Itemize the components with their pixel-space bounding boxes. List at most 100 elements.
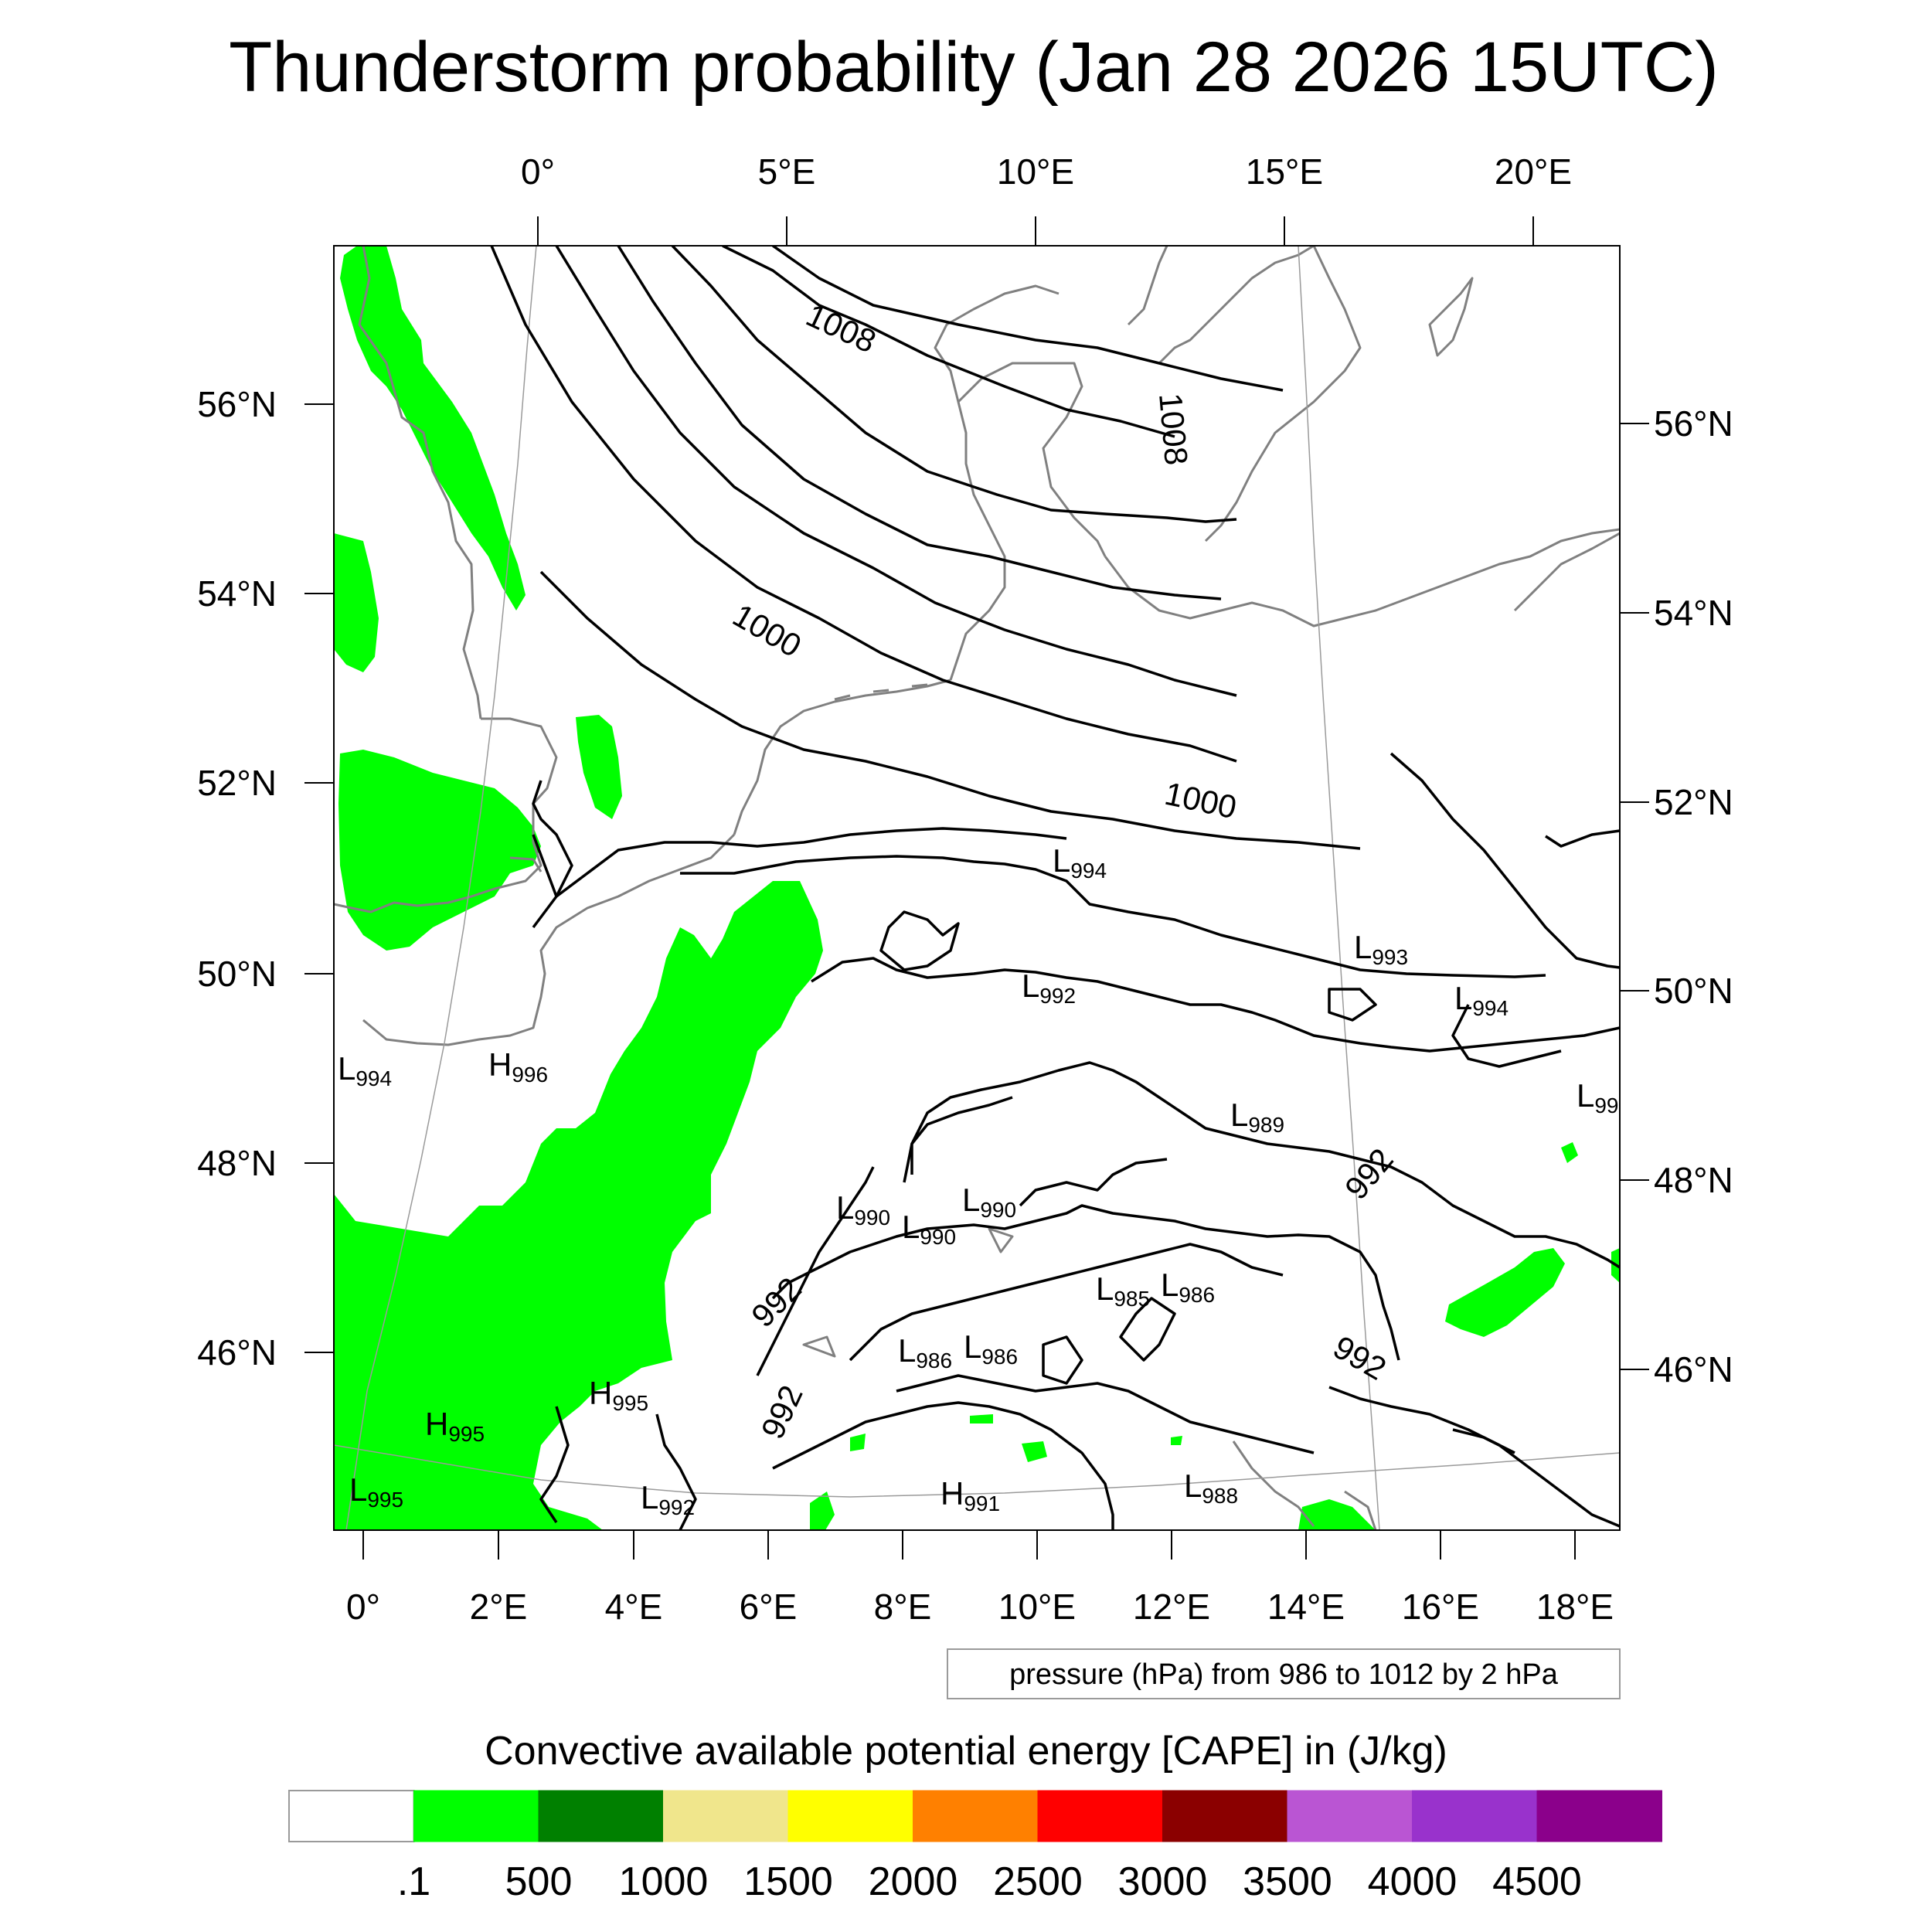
grid-meridian-0: [345, 246, 537, 1530]
cape-region-alps-d: [1171, 1436, 1182, 1445]
isobar-1008b: [671, 246, 1237, 523]
isobar-986b: [1119, 1297, 1176, 1362]
cape-region-ligurian: [810, 1492, 835, 1530]
isobar-adriatic: [1452, 1428, 1515, 1454]
isobar-998: [532, 827, 1067, 898]
isobar-996: [680, 855, 1546, 978]
pressure-center: H995: [425, 1406, 485, 1446]
colorbar-box: [1287, 1790, 1413, 1842]
map-frame: [333, 245, 1621, 1531]
bottom-lon-label: 18°E: [1536, 1587, 1614, 1627]
bottom-lon-label: 0°: [346, 1587, 380, 1627]
top-lon-label: 10°E: [997, 151, 1074, 192]
grid-meridian-15e: [1298, 246, 1380, 1530]
pressure-center: H996: [488, 1046, 548, 1087]
bottom-lon-label: 4°E: [605, 1587, 663, 1627]
coast-adriatic-east: [1344, 1490, 1377, 1530]
bottom-lon-label: 14°E: [1267, 1587, 1345, 1627]
colorbar-label: 500: [505, 1859, 573, 1904]
bottom-lon-label: 10°E: [998, 1587, 1076, 1627]
isobars: [490, 246, 1620, 1530]
cape-region-scotland: [340, 246, 526, 611]
colorbar-label: 3000: [1118, 1859, 1208, 1904]
right-lat-label: 50°N: [1654, 971, 1733, 1011]
coast-germany-north: [949, 362, 1107, 681]
isobar-988a: [849, 1243, 1284, 1362]
left-lat-label: 54°N: [197, 573, 277, 614]
left-lat-label: 52°N: [197, 763, 277, 803]
colorbar-labels: .1 500 1000 1500 2000 2500 3000 3500 4000 4500: [397, 1859, 1582, 1904]
colorbar-boxes: [288, 1790, 1662, 1842]
colorbar-box: [413, 1790, 539, 1842]
isobar-1006: [617, 246, 1222, 600]
isobar-990b: [1019, 1158, 1168, 1207]
cape-shading: [334, 246, 1620, 1530]
left-lat-label: 50°N: [197, 954, 277, 994]
isobar-994c: [1545, 829, 1620, 848]
colorbar-label: 2500: [993, 1859, 1083, 1904]
cape-region-england-south: [338, 750, 541, 951]
pressure-centers: L994 L993 L992 L994 L994 H996 L99 L989 L…: [338, 842, 1619, 1519]
cape-region-istria: [1298, 1499, 1376, 1530]
coast-lake-b: [802, 1335, 836, 1358]
pressure-center: L99: [1577, 1077, 1619, 1117]
pressure-center: L990: [836, 1189, 890, 1230]
left-lat-label: 48°N: [197, 1143, 277, 1183]
contour-info-box: pressure (hPa) from 986 to 1012 by 2 hPa: [947, 1648, 1621, 1699]
cape-region-alps-b: [970, 1414, 993, 1423]
colorbar-label: 1000: [619, 1859, 709, 1904]
top-lon-labels: 0° 5°E 10°E 15°E 20°E: [521, 151, 1572, 192]
right-lat-label: 46°N: [1654, 1349, 1733, 1389]
isobar-england: [532, 780, 573, 929]
coast-frisian: [834, 683, 928, 701]
isobar-1008a: [722, 246, 1175, 438]
contour-info-text: pressure (hPa) from 986 to 1012 by 2 hPa: [1009, 1658, 1559, 1691]
cape-region-france: [334, 881, 823, 1530]
left-lat-labels: 56°N 54°N 52°N 50°N 48°N 46°N: [197, 384, 277, 1372]
colorbar-label: 3500: [1243, 1859, 1332, 1904]
isobar-1010: [771, 246, 1284, 392]
isobar-990a: [910, 1096, 1013, 1175]
coast-france-north: [362, 833, 736, 1046]
coastlines: [334, 246, 1620, 1530]
colorbar-box: [288, 1790, 415, 1842]
right-lat-label: 56°N: [1654, 403, 1733, 444]
coast-lake-a: [988, 1227, 1014, 1253]
cape-region-norfolk: [576, 715, 622, 819]
pressure-center: L993: [1354, 929, 1408, 969]
coast-jutland: [934, 284, 1060, 403]
grid-parallel-south: [334, 1444, 1620, 1498]
isobar-988b: [772, 1401, 1114, 1530]
isobar-986c: [1042, 1335, 1083, 1385]
isobar-france-south: [655, 1413, 697, 1530]
colorbar-label: 4000: [1368, 1859, 1458, 1904]
cape-region-alps-a: [1022, 1441, 1047, 1462]
colorbar-label: .1: [397, 1859, 430, 1904]
pressure-center: L994: [1454, 980, 1509, 1020]
graticule: [334, 246, 1620, 1530]
isobar-east-b: [1328, 988, 1377, 1022]
pressure-center: L990: [962, 1182, 1016, 1222]
colorbar: Convective available potential energy [C…: [288, 1729, 1662, 1904]
isobar-label-1008-b: 1008: [1152, 392, 1195, 467]
colorbar-label: 1500: [743, 1859, 833, 1904]
pressure-center: L994: [1053, 842, 1107, 883]
isobar-994b: [1389, 752, 1620, 969]
pressure-center: H995: [589, 1375, 648, 1415]
cape-region-adriatic: [1445, 1248, 1565, 1337]
isobar-1004: [555, 246, 1237, 697]
pressure-center: L986: [1161, 1267, 1215, 1307]
pressure-center: L995: [349, 1471, 403, 1512]
cape-region-croatia: [1561, 1142, 1578, 1163]
isobar-992b: [756, 1166, 875, 1376]
coast-thames: [509, 856, 543, 872]
top-lon-label: 15°E: [1246, 151, 1323, 192]
colorbar-title: Convective available potential energy [C…: [485, 1729, 1447, 1774]
top-ticks: [537, 216, 1534, 246]
pressure-center: L986: [898, 1332, 952, 1372]
isobar-1000: [539, 570, 1361, 850]
bottom-ticks: [362, 1530, 1576, 1560]
pressure-center: L992: [641, 1479, 695, 1519]
right-lat-label: 48°N: [1654, 1160, 1733, 1200]
coast-benelux: [733, 679, 951, 835]
